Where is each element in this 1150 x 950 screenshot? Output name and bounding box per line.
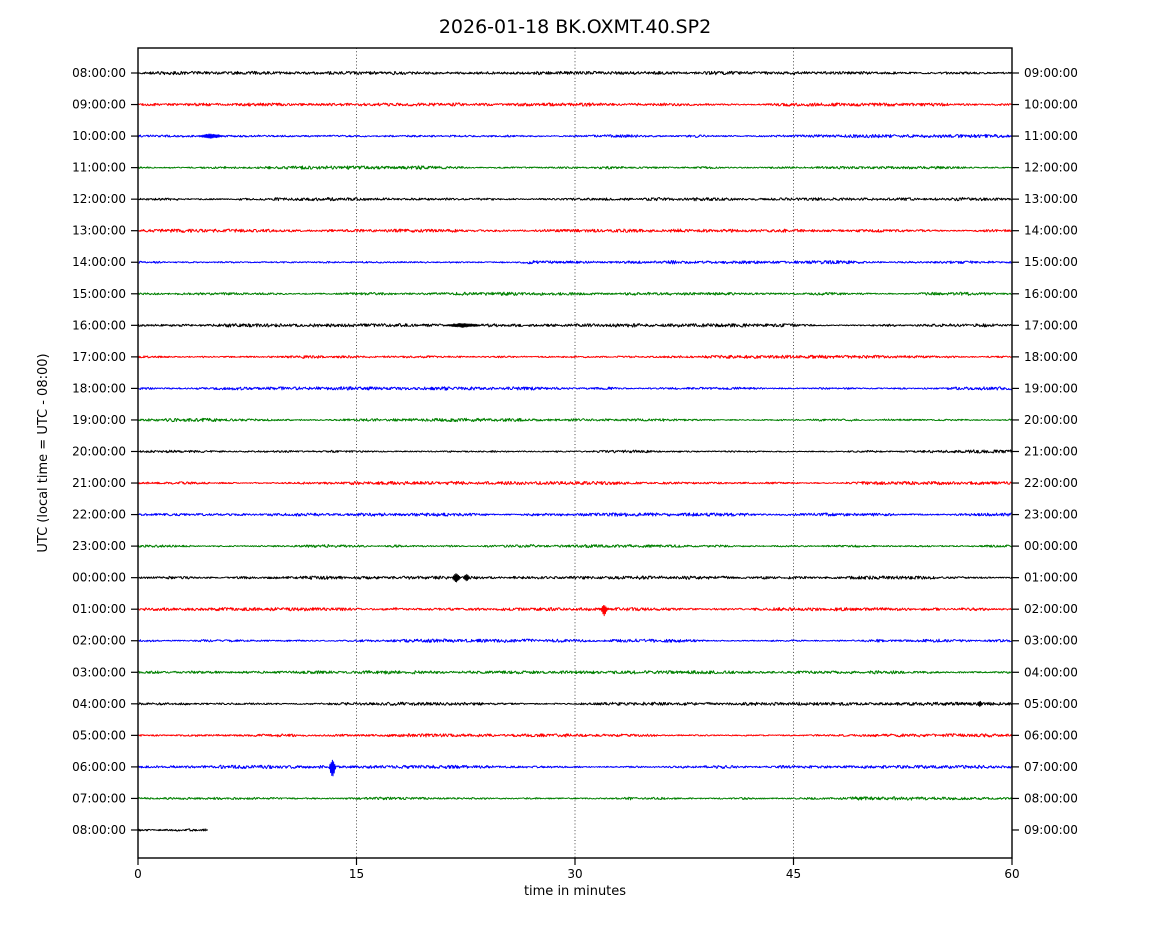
x-tick-label: 0: [134, 867, 142, 881]
row-label-right: 17:00:00: [1024, 318, 1078, 332]
x-tick-label: 45: [786, 867, 801, 881]
row-label-left: 20:00:00: [72, 444, 126, 458]
row-label-left: 04:00:00: [72, 697, 126, 711]
row-label-right: 16:00:00: [1024, 287, 1078, 301]
trace-row-150000: [137, 291, 1012, 296]
trace-row-170000: [137, 354, 1012, 359]
row-label-left: 17:00:00: [72, 350, 126, 364]
row-label-left: 08:00:00: [72, 66, 126, 80]
trace-row-230000: [137, 544, 1012, 549]
row-label-left: 01:00:00: [72, 602, 126, 616]
row-label-left: 08:00:00: [72, 823, 126, 837]
trace-row-100000: [137, 133, 1013, 139]
row-label-right: 15:00:00: [1024, 255, 1078, 269]
row-label-left: 16:00:00: [72, 318, 126, 332]
trace-row-010000: [137, 605, 1012, 617]
row-label-right: 11:00:00: [1024, 129, 1078, 143]
trace-row-220000: [137, 512, 1012, 517]
row-label-right: 13:00:00: [1024, 192, 1078, 206]
row-label-right: 23:00:00: [1024, 508, 1078, 522]
row-label-right: 20:00:00: [1024, 413, 1078, 427]
trace-row-210000: [137, 480, 1013, 486]
row-label-right: 06:00:00: [1024, 728, 1078, 742]
trace-row-110000: [137, 165, 1012, 170]
row-label-left: 13:00:00: [72, 224, 126, 238]
seismogram-traces: [137, 70, 1013, 832]
row-label-left: 15:00:00: [72, 287, 126, 301]
tick-labels: 08:00:00 09:00:00 09:00:00 10:00:00 10:00:00…: [72, 66, 1078, 881]
chart-title: 2026-01-18 BK.OXMT.40.SP2: [439, 16, 711, 38]
x-tick-label: 30: [567, 867, 582, 881]
row-label-left: 21:00:00: [72, 476, 126, 490]
row-label-right: 22:00:00: [1024, 476, 1078, 490]
x-axis-label: time in minutes: [524, 884, 626, 899]
trace-row-200000: [137, 449, 1013, 454]
trace-row-020000: [137, 638, 1012, 643]
row-label-right: 04:00:00: [1024, 665, 1078, 679]
trace-row-090000: [137, 102, 1012, 107]
row-label-left: 07:00:00: [72, 791, 126, 805]
row-label-right: 03:00:00: [1024, 634, 1078, 648]
row-label-right: 05:00:00: [1024, 697, 1078, 711]
trace-row-080000: [137, 70, 1013, 76]
row-label-left: 10:00:00: [72, 129, 126, 143]
row-label-right: 12:00:00: [1024, 161, 1078, 175]
row-label-left: 23:00:00: [72, 539, 126, 553]
row-label-left: 12:00:00: [72, 192, 126, 206]
trace-row-080000: [137, 828, 209, 832]
row-label-right: 10:00:00: [1024, 98, 1078, 112]
row-label-left: 00:00:00: [72, 571, 126, 585]
row-label-right: 21:00:00: [1024, 444, 1078, 458]
trace-row-060000: [137, 759, 1013, 777]
trace-row-190000: [137, 417, 1012, 423]
row-label-left: 02:00:00: [72, 634, 126, 648]
row-label-left: 19:00:00: [72, 413, 126, 427]
x-tick-label: 15: [349, 867, 364, 881]
trace-row-130000: [137, 228, 1013, 233]
trace-row-040000: [137, 700, 1013, 708]
x-tick-label: 60: [1004, 867, 1019, 881]
row-label-left: 05:00:00: [72, 728, 126, 742]
row-label-right: 07:00:00: [1024, 760, 1078, 774]
trace-row-140000: [137, 260, 1013, 265]
row-label-right: 01:00:00: [1024, 571, 1078, 585]
tick-marks: [131, 72, 1019, 865]
row-label-right: 09:00:00: [1024, 66, 1078, 80]
row-label-right: 08:00:00: [1024, 791, 1078, 805]
row-label-right: 02:00:00: [1024, 602, 1078, 616]
row-label-left: 18:00:00: [72, 381, 126, 395]
trace-row-000000: [137, 573, 1013, 583]
row-label-right: 19:00:00: [1024, 381, 1078, 395]
row-label-left: 03:00:00: [72, 665, 126, 679]
row-label-left: 14:00:00: [72, 255, 126, 269]
row-label-right: 18:00:00: [1024, 350, 1078, 364]
trace-row-120000: [137, 196, 1012, 202]
trace-row-180000: [137, 386, 1013, 391]
row-label-right: 14:00:00: [1024, 224, 1078, 238]
trace-row-160000: [137, 323, 1013, 328]
row-label-left: 09:00:00: [72, 98, 126, 112]
row-label-right: 00:00:00: [1024, 539, 1078, 553]
trace-row-070000: [137, 796, 1013, 801]
trace-row-030000: [137, 670, 1012, 675]
row-label-left: 22:00:00: [72, 508, 126, 522]
row-label-left: 11:00:00: [72, 161, 126, 175]
row-label-left: 06:00:00: [72, 760, 126, 774]
trace-row-050000: [137, 733, 1013, 738]
y-axis-label: UTC (local time = UTC - 08:00): [36, 353, 51, 552]
row-label-right: 09:00:00: [1024, 823, 1078, 837]
